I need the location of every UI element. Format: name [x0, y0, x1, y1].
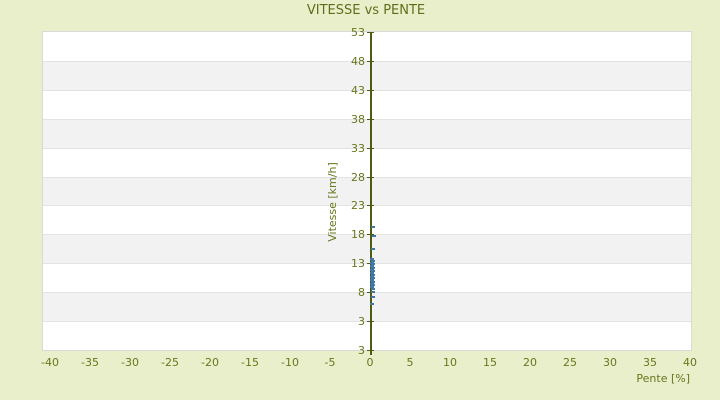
x-tick-label: 25	[563, 356, 577, 369]
y-axis-title: Vitesse [km/h]	[326, 162, 339, 242]
y-tick-label: 23	[351, 199, 365, 212]
x-tick-label: -20	[201, 356, 219, 369]
y-axis-tick	[367, 119, 374, 120]
x-tick-label: 40	[683, 356, 697, 369]
scatter-point	[371, 274, 375, 276]
scatter-point	[370, 265, 374, 267]
y-axis-tick	[367, 177, 374, 178]
y-axis-tick	[367, 148, 374, 149]
scatter-point	[371, 281, 375, 283]
x-tick-label: -5	[324, 356, 336, 369]
y-tick-label: 8	[358, 286, 365, 299]
scatter-point	[370, 279, 374, 281]
y-tick-label: 28	[351, 171, 365, 184]
y-axis-tick	[367, 234, 374, 235]
y-axis-tick	[367, 61, 374, 62]
scatter-point	[371, 226, 375, 228]
x-tick-label: 10	[443, 356, 457, 369]
chart-title: VITESSE vs PENTE	[306, 3, 426, 18]
x-tick-label: 5	[406, 356, 414, 369]
scatter-point	[371, 248, 375, 250]
x-tick-label: -35	[81, 356, 99, 369]
y-tick-label: 43	[351, 84, 365, 97]
y-tick-label: 53	[351, 26, 365, 39]
plot-band	[43, 89, 691, 119]
scatter-point	[371, 288, 375, 290]
y-axis-tick	[367, 350, 374, 351]
scatter-point	[371, 260, 375, 262]
y-axis-tick	[367, 292, 374, 293]
y-tick-label: 13	[351, 257, 365, 270]
x-tick-label: -25	[161, 356, 179, 369]
x-tick-label: 15	[483, 356, 497, 369]
scatter-point	[371, 284, 375, 286]
y-tick-label: 3	[358, 315, 365, 328]
scatter-point	[370, 303, 374, 305]
x-tick-label: -40	[41, 356, 59, 369]
x-tick-label: -15	[241, 356, 259, 369]
x-tick-label: -30	[121, 356, 139, 369]
plot-band	[43, 32, 691, 61]
y-axis-tick	[367, 321, 374, 322]
y-tick-label: 18	[351, 228, 365, 241]
scatter-point	[371, 277, 375, 279]
y-axis-tick	[367, 205, 374, 206]
scatter-point	[371, 267, 375, 269]
x-tick-label: 20	[523, 356, 537, 369]
scatter-point	[370, 272, 374, 274]
x-tick-label: -10	[281, 356, 299, 369]
x-tick-label: 30	[603, 356, 617, 369]
scatter-point	[371, 296, 375, 298]
plot-area: 53 48 43 38 33 28 23 18 13 8 3 3	[42, 26, 692, 357]
y-tick-label: 48	[351, 55, 365, 68]
scatter-point	[371, 263, 375, 265]
x-axis-tick-labels: -40 -35 -30 -25 -20 -15 -10 -5 0 5 10 15 20 25 30 35 40	[0, 356, 720, 369]
y-tick-label: 38	[351, 113, 365, 126]
y-axis-tick	[367, 90, 374, 91]
scatter-point	[371, 270, 375, 272]
scatter-point	[370, 286, 374, 288]
scatter-point	[370, 258, 374, 260]
x-tick-label: 0	[366, 356, 374, 369]
x-axis-title: Pente [%]	[636, 372, 690, 385]
scatter-point	[372, 235, 376, 237]
scatter-point	[371, 291, 375, 293]
y-axis-tick	[367, 32, 374, 33]
y-axis-line	[370, 32, 372, 355]
x-tick-label: 35	[643, 356, 657, 369]
y-tick-label: 33	[351, 142, 365, 155]
y-tick-label: 3	[358, 344, 365, 357]
